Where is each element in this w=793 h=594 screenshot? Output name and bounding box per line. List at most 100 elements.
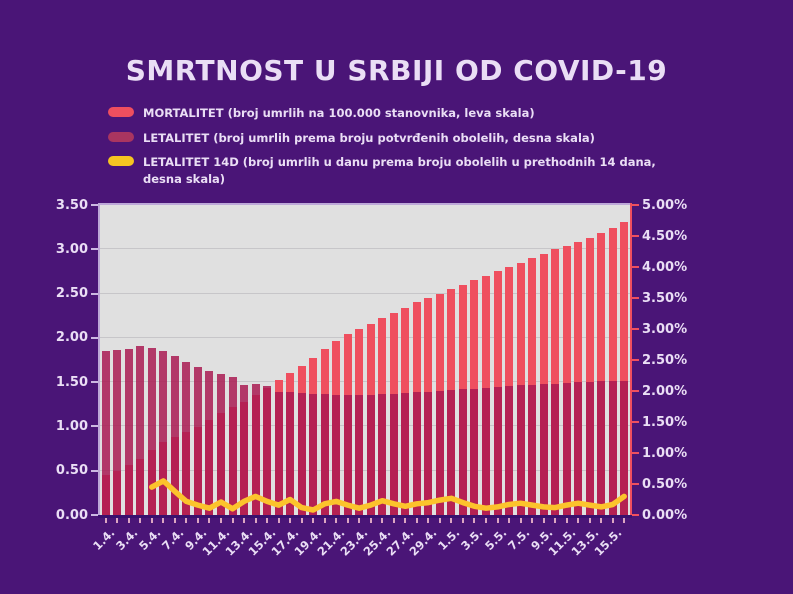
x-axis-tick [542,518,545,523]
gridline [100,248,630,250]
bar-letalitet [366,394,375,515]
bar-mortalitet [585,237,594,515]
bar-letalitet [562,382,571,515]
x-axis-tick [266,518,269,523]
left-axis-tick [91,425,98,428]
x-axis-tick [219,518,222,523]
bar-letalitet [574,382,583,515]
x-axis-tick [438,518,441,523]
bar-letalitet [240,384,249,515]
bar-letalitet [159,351,168,515]
x-axis-tick [600,518,603,523]
left-axis-tick-label: 3.50 [55,197,88,213]
x-axis-tick [300,518,303,523]
bar-letalitet [136,346,145,515]
left-axis-tick-label: 3.00 [55,241,88,257]
x-axis-tick [496,518,499,523]
x-axis-tick [450,518,453,523]
bar-letalitet [424,391,433,515]
legend-label: LETALITET 14D (broj umrlih u danu prema … [143,155,656,187]
left-axis-tick [91,469,98,472]
gridline [100,425,630,427]
x-axis-tick [554,518,557,523]
letalitet-14d-swatch-icon [108,156,134,167]
bar-letalitet [286,392,295,515]
right-axis-tick-label: 4.50% [642,228,688,244]
right-axis-tick-label: 0.00% [642,507,688,523]
x-axis-tick [358,518,361,523]
chart-title: SMRTNOST U SRBIJI OD COVID-19 [125,54,668,87]
right-axis-tick-label: 2.00% [642,383,688,399]
plot-edge-top [98,203,632,205]
x-axis-tick [312,518,315,523]
x-axis-tick [139,518,142,523]
bar-letalitet [147,347,156,515]
left-axis-tick-label: 0.50 [55,463,88,479]
x-axis-tick [484,518,487,523]
bar-letalitet [447,390,456,515]
x-axis-tick [208,518,211,523]
letalitet-14d-line [149,478,627,513]
x-axis-tick [162,518,165,523]
bar-letalitet [216,374,225,515]
x-axis-tick [427,518,430,523]
bar-letalitet [274,391,283,515]
x-axis-tick [565,518,568,523]
bar-letalitet [355,395,364,515]
left-axis-tick-label: 1.00 [55,418,88,434]
bar-letalitet [597,381,606,515]
bar-letalitet [528,384,537,515]
legend-item-mortalitet: MORTALITET (broj umrlih na 100.000 stano… [108,105,683,122]
left-axis-tick [91,292,98,295]
bar-letalitet [320,394,329,515]
bar-letalitet [263,386,272,515]
bar-letalitet [101,350,110,515]
x-axis-tick [588,518,591,523]
bar-letalitet [551,383,560,515]
x-axis-tick [623,518,626,523]
bar-letalitet [113,349,122,515]
plot-edge-left [98,205,100,515]
bar-letalitet [608,381,617,515]
bar-letalitet [228,376,237,515]
right-axis-tick-label: 1.50% [642,414,688,430]
bar-letalitet [481,387,490,515]
right-axis-tick-label: 1.00% [642,445,688,461]
legend-label: LETALITET (broj umrlih prema broju potvr… [143,130,595,145]
x-axis-tick [196,518,199,523]
bar-letalitet [585,381,594,515]
left-axis-tick [91,381,98,384]
mortalitet-swatch-icon [108,107,134,117]
gridline [100,336,630,338]
left-axis-tick [91,204,98,206]
bar-mortalitet [597,233,606,515]
right-axis-tick [632,452,639,454]
x-axis-tick [185,518,188,523]
bar-letalitet [505,386,514,515]
bar-letalitet [170,356,179,515]
right-axis-tick [632,390,639,392]
x-axis-tick [392,518,395,523]
bar-letalitet [205,371,214,515]
right-axis-tick-label: 3.50% [642,290,688,306]
x-axis-tick [231,518,234,523]
x-axis-tick [289,518,292,523]
bar-mortalitet [551,249,560,515]
x-axis-tick [127,518,130,523]
x-axis-tick [611,518,614,523]
legend-item-letalitet: LETALITET (broj umrlih prema broju potvr… [108,130,683,147]
legend-item-letalitet-14d: LETALITET 14D (broj umrlih u danu prema … [108,154,683,187]
x-axis-tick [116,518,119,523]
letalitet-swatch-icon [108,131,134,142]
bar-mortalitet [620,221,629,515]
bar-mortalitet [562,245,571,515]
x-axis-tick [415,518,418,523]
left-axis-tick [91,514,98,516]
legend: MORTALITET (broj umrlih na 100.000 stano… [108,105,683,196]
bar-letalitet [332,394,341,515]
bar-letalitet [124,348,133,515]
bar-letalitet [193,366,202,515]
bar-letalitet [309,393,318,515]
plot-area [100,205,630,515]
bar-mortalitet [608,228,617,515]
